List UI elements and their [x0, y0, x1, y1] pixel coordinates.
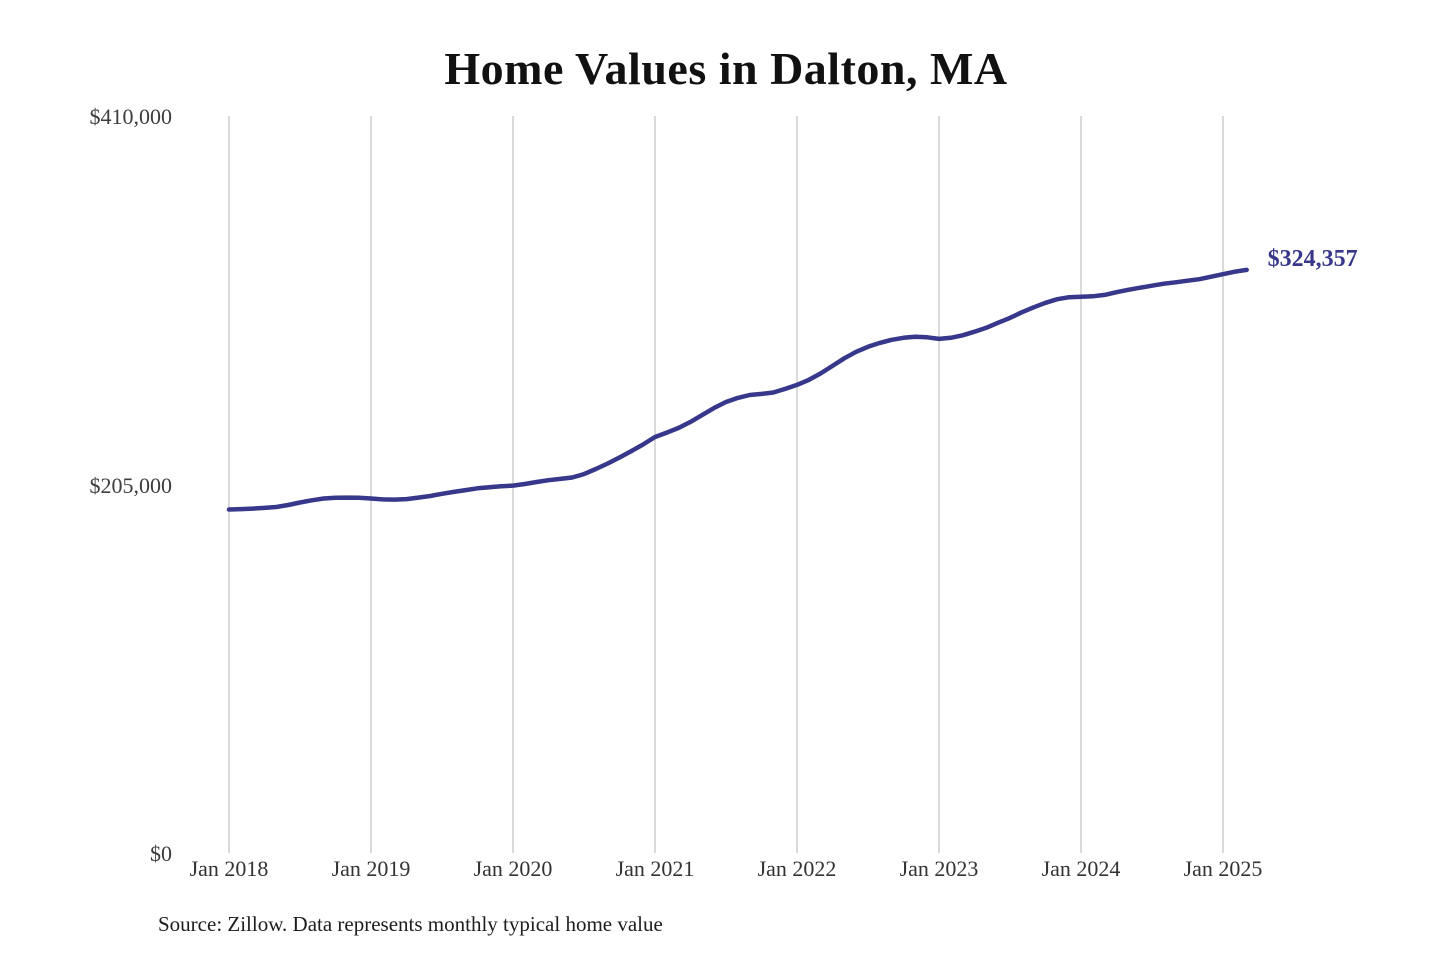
- home-value-line: [226, 267, 1249, 512]
- x-axis-tick-label: Jan 2019: [331, 856, 411, 881]
- x-axis-tick-label: Jan 2021: [615, 856, 695, 881]
- x-axis-tick-label: Jan 2025: [1183, 856, 1263, 881]
- y-axis-tick-label: $0: [150, 841, 172, 866]
- x-axis-tick-label: Jan 2023: [899, 856, 979, 881]
- y-axis-tick-label: $205,000: [89, 472, 173, 498]
- x-axis-tick-label: Jan 2018: [189, 856, 269, 881]
- x-axis-tick-label: Jan 2024: [1041, 856, 1121, 881]
- chart-title: Home Values in Dalton, MA: [444, 43, 1008, 94]
- y-axis-tick-label: $410,000: [89, 104, 173, 129]
- x-axis-tick-label: Jan 2022: [757, 856, 837, 881]
- end-value-label: $324,357: [1267, 245, 1358, 272]
- x-axis-tick-label: Jan 2020: [473, 856, 553, 881]
- source-note: Source: Zillow. Data represents monthly …: [158, 912, 663, 936]
